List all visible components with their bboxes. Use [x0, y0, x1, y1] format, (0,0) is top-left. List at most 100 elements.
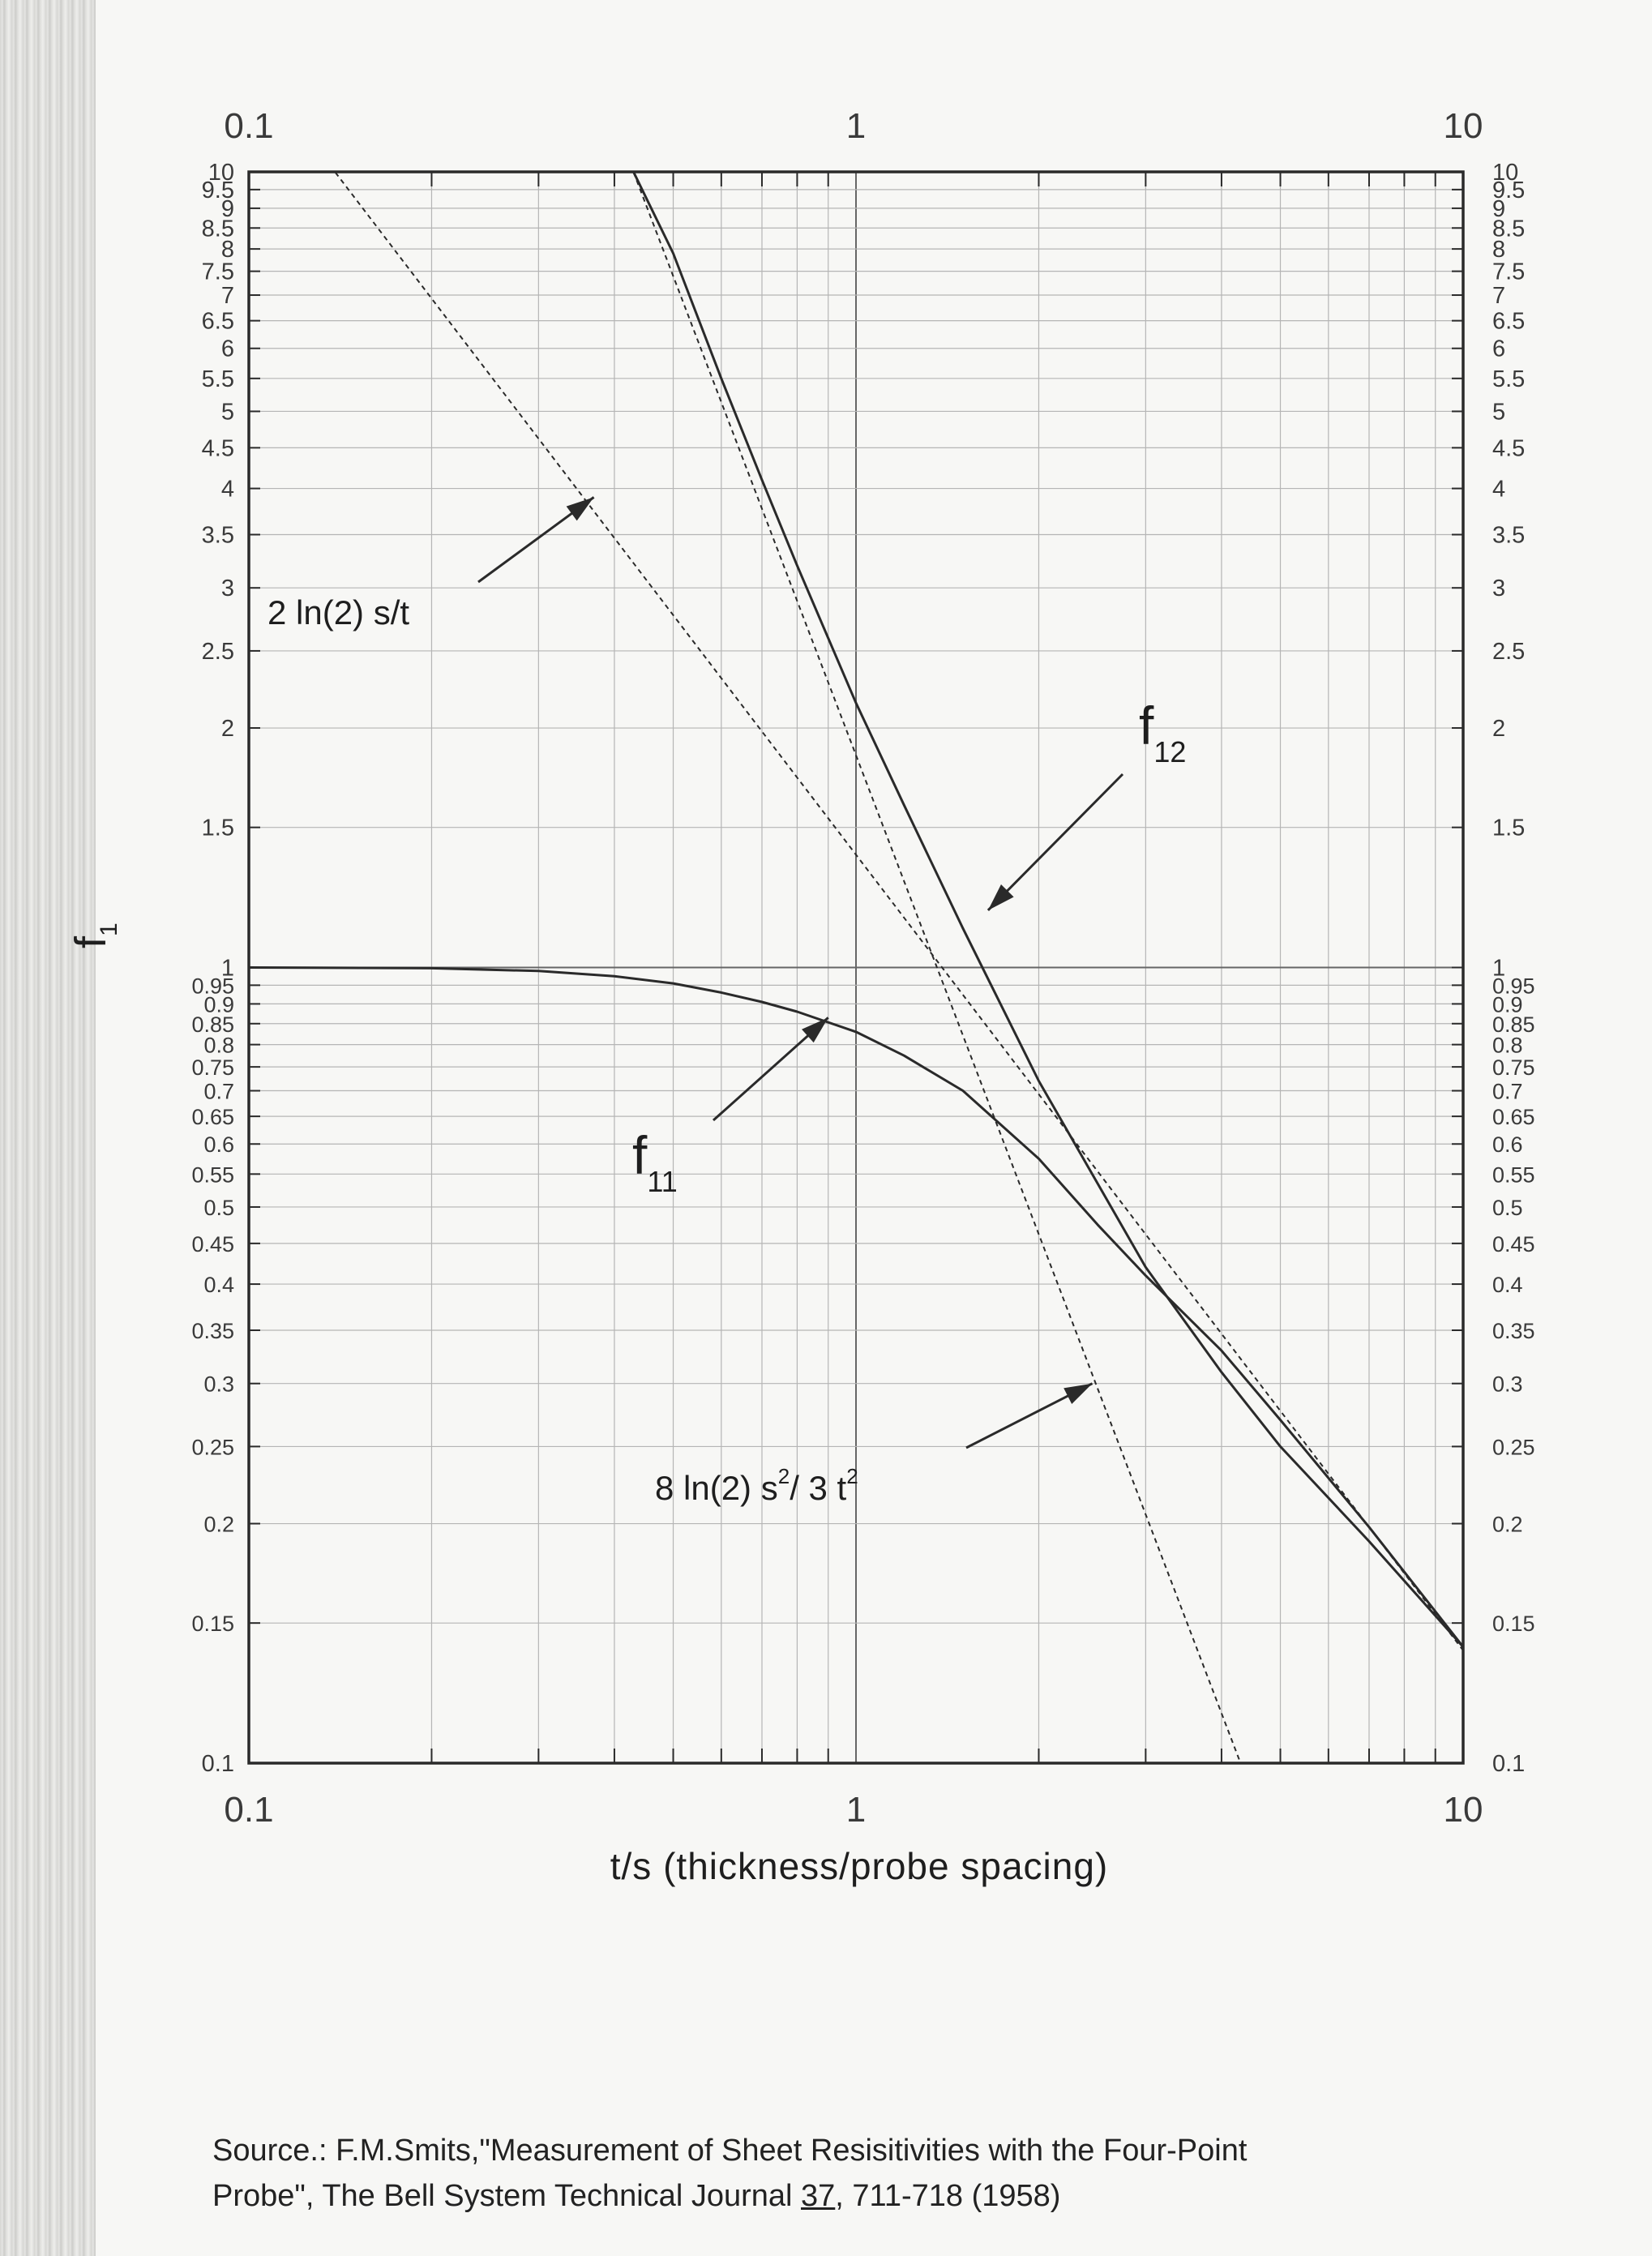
y-tick-label-left: 0.65: [191, 1105, 234, 1129]
annotation-8ln2-s2-over-3t2: 8 ln(2) s2/ 3 t2: [655, 1464, 858, 1507]
annotation-2ln2-s-over-t: 2 ln(2) s/t: [267, 593, 409, 631]
y-tick-label-right: 7.5: [1492, 259, 1525, 285]
y-tick-label-left: 5.5: [202, 366, 234, 392]
scan-edge-shadow: [0, 0, 96, 2256]
y-tick-label-right: 6.5: [1492, 309, 1525, 335]
annotation-arrows: [477, 496, 1124, 1449]
y-tick-label-left: 4: [221, 477, 234, 503]
y-tick-label-left: 0.55: [191, 1162, 234, 1187]
y-tick-label-right: 0.35: [1492, 1319, 1535, 1343]
y-tick-label-right: 0.75: [1492, 1055, 1535, 1080]
x-tick-label-top: 1: [846, 106, 866, 146]
arrow-2ln2: [477, 496, 595, 584]
arrow-8ln2: [965, 1382, 1093, 1449]
y-tick-label-right: 0.55: [1492, 1162, 1535, 1187]
source-citation: Source.: F.M.Smits,"Measurement of Sheet…: [212, 2128, 1509, 2219]
y-tick-label-right: 3: [1492, 576, 1505, 601]
x-tick-label-top: 0.1: [224, 106, 273, 146]
y-tick-label-right: 0.7: [1492, 1080, 1523, 1104]
y-tick-label-right: 0.65: [1492, 1105, 1535, 1129]
arrow-head: [566, 497, 594, 521]
y-tick-label-left: 0.6: [203, 1132, 234, 1157]
y-tick-label-left: 10: [208, 160, 234, 186]
y-tick-label-right: 7: [1492, 283, 1505, 309]
y-tick-label-right: 0.9: [1492, 992, 1523, 1017]
y-tick-label-right: 8.5: [1492, 216, 1525, 242]
y-tick-label-left: 7: [221, 283, 234, 309]
y-tick-label-left: 3: [221, 576, 234, 601]
arrow-shaft: [986, 773, 1124, 912]
y-tick-label-left: 0.15: [191, 1612, 234, 1636]
y-tick-label-left: 0.9: [203, 992, 234, 1017]
source-line-2: Probe", The Bell System Technical Journa…: [212, 2179, 1061, 2213]
y-tick-label-left: 5: [221, 399, 234, 425]
y-tick-label-left: 4.5: [202, 435, 234, 461]
y-tick-label-left: 1.5: [202, 815, 234, 841]
y-tick-label-left: 0.85: [191, 1012, 234, 1037]
y-tick-label-left: 9: [221, 196, 234, 222]
y-tick-label-right: 5: [1492, 399, 1505, 425]
y-tick-label-left: 0.7: [203, 1080, 234, 1104]
y-tick-label-right: 10: [1492, 160, 1518, 186]
y-tick-label-left: 0.3: [203, 1372, 234, 1397]
plot-frame: [247, 170, 1465, 1765]
y-tick-label-left: 0.25: [191, 1435, 234, 1459]
y-tick-label-right: 0.45: [1492, 1232, 1535, 1256]
y-tick-label-right: 6: [1492, 336, 1505, 362]
y-tick-label-right: 3.5: [1492, 522, 1525, 548]
curves: [249, 172, 1463, 1763]
journal-volume: 37: [801, 2179, 836, 2213]
y-tick-label-right: 5.5: [1492, 366, 1525, 392]
y-tick-label-left: 2: [221, 716, 234, 742]
y-axis-label: f1: [66, 923, 122, 948]
series-2-ln-2-s-t: [333, 172, 1463, 1651]
y-tick-label-left: 2.5: [202, 639, 234, 665]
y-tick-label-right: 0.5: [1492, 1196, 1523, 1220]
y-tick-label-left: 9.5: [202, 178, 234, 203]
y-tick-label-right: 0.85: [1492, 1012, 1535, 1037]
tick-labels: 10 109.5 9.59 98.5 8.58 87.5 7.57 76.5 6.56 65.5 5…: [191, 106, 1534, 1830]
y-tick-label-right: 9.5: [1492, 178, 1525, 203]
y-tick-label-right: 0.2: [1492, 1513, 1523, 1537]
y-tick-label-left: 1: [221, 956, 234, 982]
arrow-head: [802, 1017, 828, 1043]
y-tick-label-right: 0.8: [1492, 1034, 1523, 1058]
y-tick-label-right: 0.1: [1492, 1751, 1525, 1777]
y-tick-label-right: 0.15: [1492, 1612, 1535, 1636]
series-f11: [249, 966, 1463, 1648]
x-tick-label-bottom: 1: [846, 1790, 866, 1830]
y-tick-label-left: 0.45: [191, 1232, 234, 1256]
y-tick-label-right: 0.95: [1492, 974, 1535, 998]
arrow-f12: [986, 773, 1124, 912]
y-tick-label-right: 0.4: [1492, 1273, 1523, 1297]
x-tick-label-top: 10: [1444, 106, 1483, 146]
y-tick-label-left: 0.5: [203, 1196, 234, 1220]
x-tick-label-bottom: 10: [1444, 1790, 1483, 1830]
x-axis-label: t/s (thickness/probe spacing): [610, 1845, 1109, 1887]
y-tick-label-right: 0.3: [1492, 1372, 1523, 1397]
arrow-f11: [713, 1017, 829, 1122]
frame: [247, 170, 1465, 1765]
y-tick-label-left: 0.2: [203, 1513, 234, 1537]
annotation-f12: f12: [1139, 696, 1186, 768]
annotation-f11: f11: [632, 1125, 678, 1198]
x-tick-label-bottom: 0.1: [224, 1790, 273, 1830]
y-tick-label-left: 0.35: [191, 1319, 234, 1343]
arrow-head: [987, 884, 1014, 910]
arrow-head: [1064, 1383, 1093, 1404]
y-tick-label-left: 3.5: [202, 522, 234, 548]
y-tick-label-left: 7.5: [202, 259, 234, 285]
series-f12: [632, 172, 1463, 1648]
source-line-1: Source.: F.M.Smits,"Measurement of Sheet…: [212, 2134, 1248, 2168]
y-tick-label-right: 2: [1492, 716, 1505, 742]
y-tick-label-left: 6: [221, 336, 234, 362]
annotations: 2 ln(2) s/t f12 f11 8 ln(2) s2/ 3 t2 f1 …: [66, 593, 1186, 1887]
y-tick-label-right: 4: [1492, 477, 1505, 503]
y-tick-label-right: 2.5: [1492, 639, 1525, 665]
y-tick-label-left: 0.75: [191, 1055, 234, 1080]
y-tick-label-right: 1: [1492, 956, 1505, 982]
y-tick-label-right: 9: [1492, 196, 1505, 222]
y-tick-label-left: 0.95: [191, 974, 234, 998]
y-tick-label-left: 8: [221, 237, 234, 263]
